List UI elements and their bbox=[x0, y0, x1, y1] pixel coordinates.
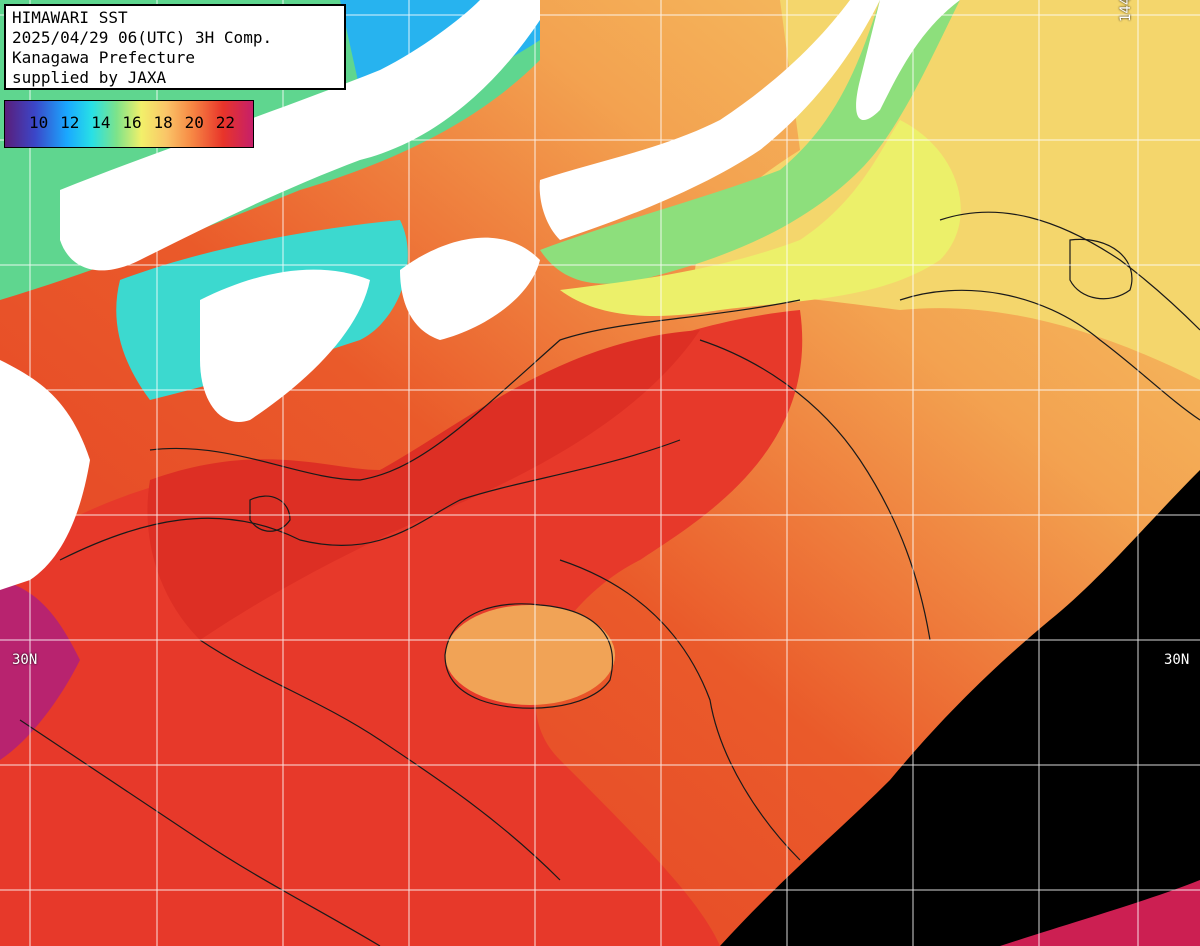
data-credit: supplied by JAXA bbox=[12, 68, 167, 87]
contour-line bbox=[559, 559, 801, 861]
info-box: HIMAWARI SST 2025/04/29 06(UTC) 3H Comp.… bbox=[4, 4, 346, 90]
legend-labels: 10 12 14 16 18 20 22 bbox=[5, 113, 255, 132]
hot-southeast-strip bbox=[1000, 880, 1200, 946]
contour-line bbox=[939, 211, 1200, 331]
contour-line bbox=[149, 299, 801, 481]
land-shikoku bbox=[200, 269, 370, 422]
warm-current-region bbox=[0, 310, 803, 946]
yellow-band bbox=[560, 120, 961, 316]
cool-eddy bbox=[445, 605, 615, 705]
contour-line bbox=[1069, 238, 1133, 300]
color-legend: 10 12 14 16 18 20 22 bbox=[4, 100, 254, 148]
lon-label-top: 144E bbox=[1118, 0, 1134, 22]
contour-line bbox=[699, 339, 931, 641]
legend-tick: 22 bbox=[215, 113, 236, 132]
legend-tick: 12 bbox=[60, 113, 80, 132]
land-kyushu bbox=[0, 360, 90, 590]
legend-tick: 10 bbox=[28, 113, 49, 132]
legend-tick: 16 bbox=[122, 113, 142, 132]
land-central-japan bbox=[539, 0, 880, 240]
product-title: HIMAWARI SST bbox=[12, 8, 128, 27]
green-coastal-band bbox=[540, 0, 960, 284]
timestamp: 2025/04/29 06(UTC) 3H Comp. bbox=[12, 28, 273, 47]
contour-line bbox=[249, 495, 291, 532]
contour-line bbox=[199, 639, 561, 881]
contour-line bbox=[444, 603, 614, 709]
hot-southwest bbox=[0, 580, 80, 760]
lat-label-left: 30N bbox=[12, 652, 38, 668]
contour-line bbox=[59, 439, 681, 561]
organization: Kanagawa Prefecture bbox=[12, 48, 196, 67]
legend-tick: 20 bbox=[184, 113, 204, 132]
legend-tick: 14 bbox=[91, 113, 111, 132]
land-honshu-west bbox=[60, 0, 540, 271]
warm-core bbox=[147, 330, 700, 640]
contour-line bbox=[19, 719, 381, 946]
land-kanto bbox=[856, 0, 960, 120]
no-data-region bbox=[720, 470, 1200, 946]
legend-tick: 18 bbox=[153, 113, 173, 132]
land-kii bbox=[400, 237, 540, 340]
contour-lines bbox=[19, 211, 1200, 946]
contour-line bbox=[899, 289, 1200, 421]
lat-label-right: 30N bbox=[1164, 652, 1190, 668]
